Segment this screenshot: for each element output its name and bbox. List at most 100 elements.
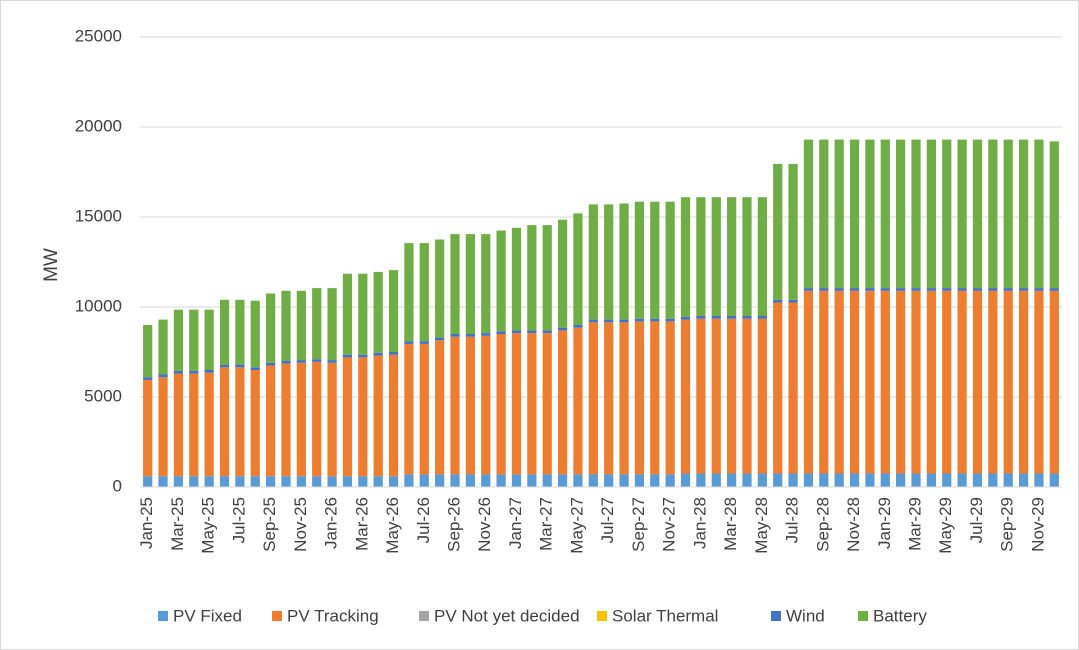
bar-segment [696, 318, 706, 474]
bar-segment [173, 476, 184, 487]
bar-segment [680, 197, 691, 317]
bar-segment [711, 197, 721, 316]
bar-segment [757, 318, 767, 474]
bar-segment [557, 219, 568, 328]
bar-segment [527, 333, 537, 475]
bar-segment [281, 476, 291, 487]
bar-segment [419, 474, 429, 487]
bar-segment [435, 337, 445, 341]
bar-segment [465, 474, 475, 487]
bar-segment [450, 336, 460, 475]
x-tick-label: May-27 [567, 497, 586, 554]
x-tick-label: Mar-29 [906, 497, 925, 551]
bar-segment [250, 367, 260, 370]
bar-segment [803, 473, 814, 487]
bar-segment [972, 139, 983, 289]
bar-segment [219, 364, 230, 368]
bar-segment [634, 201, 645, 319]
bar-segment [834, 290, 844, 474]
bar-segment [742, 473, 752, 487]
bar-segment [911, 139, 921, 289]
bar-segment [942, 473, 952, 487]
bar-segment [757, 473, 767, 487]
bar-segment [834, 473, 844, 487]
bar-segment [896, 473, 906, 487]
bar-segment [481, 333, 491, 336]
bar-segment [788, 299, 798, 303]
bar-segment [404, 343, 414, 475]
bar-segment [511, 333, 522, 475]
bar-segment [711, 318, 721, 474]
bar-segment [189, 309, 199, 371]
bar-segment [435, 474, 445, 487]
bar-segment [634, 321, 645, 475]
bar-segment [250, 300, 260, 368]
bar-segment [204, 372, 214, 477]
x-tick-label: Jul-29 [967, 497, 986, 543]
bar-segment [788, 163, 798, 300]
x-tick-label: Jan-28 [690, 497, 709, 549]
x-tick-label: Mar-26 [352, 497, 371, 551]
bar-segment [419, 243, 429, 342]
legend-swatch [272, 611, 282, 621]
bar-segment [542, 474, 552, 487]
bar-segment [988, 139, 998, 289]
bar-segment [773, 163, 783, 300]
bar-segment [235, 364, 245, 368]
bar-segment [527, 225, 537, 331]
bar-segment [204, 309, 214, 370]
bar-segment [619, 474, 629, 487]
bar-segment [373, 352, 383, 356]
bar-segment [942, 139, 952, 289]
bar-segment [435, 239, 445, 338]
bar-segment [896, 290, 906, 474]
bar-segment [373, 476, 383, 487]
bar-segment [696, 197, 706, 316]
bar-segment [143, 325, 153, 378]
bar-segment [1034, 288, 1044, 291]
bar-segment [527, 474, 537, 487]
bar-segment [573, 325, 583, 328]
bar-segment [1018, 290, 1029, 474]
bar-segment [358, 273, 368, 355]
y-tick-label: 5000 [84, 386, 122, 405]
bar-segment [404, 243, 414, 342]
bar-segment [604, 474, 614, 487]
bar-segment [926, 290, 936, 474]
x-tick-label: Mar-28 [721, 497, 740, 551]
bar-segment [665, 321, 675, 475]
bar-segment [158, 374, 168, 378]
bar-segment [865, 473, 875, 487]
bar-segment [573, 474, 583, 487]
legend-swatch [858, 611, 868, 621]
bar-segment [972, 288, 983, 291]
bar-segment [865, 139, 875, 289]
bar-segment [849, 473, 860, 487]
bar-segment [1049, 290, 1059, 474]
bar-segment [849, 288, 860, 291]
bar-segment [573, 213, 583, 325]
x-tick-label: Nov-26 [475, 497, 494, 552]
bar-segment [388, 352, 399, 355]
x-tick-label: May-28 [752, 497, 771, 554]
bar-segment [266, 476, 276, 487]
bar-segment [650, 474, 660, 487]
bar-segment [680, 319, 691, 474]
bar-segment [942, 290, 952, 474]
bar-segment [988, 288, 998, 291]
y-tick-label: 0 [113, 476, 122, 495]
bar-segment [665, 318, 675, 322]
bar-segment [880, 473, 890, 487]
bar-segment [404, 341, 414, 344]
bar-segment [619, 203, 629, 320]
bar-segment [281, 290, 291, 361]
bar-segment [1049, 473, 1059, 487]
bar-segment [911, 288, 921, 291]
bar-segment [957, 139, 967, 289]
bar-segment [481, 474, 491, 487]
bar-segment [496, 331, 506, 334]
bar-segment [296, 360, 306, 363]
bar-segment [173, 309, 184, 371]
bar-segment [373, 355, 383, 477]
bar-segment [266, 365, 276, 477]
